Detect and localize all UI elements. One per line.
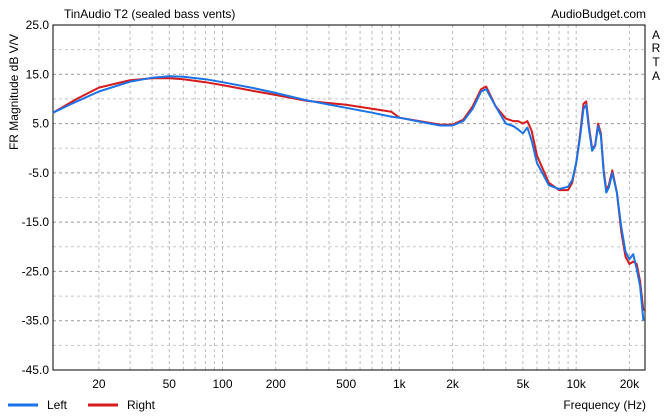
legend-left-label: Left (47, 398, 68, 412)
x-tick-label: 10k (567, 377, 587, 391)
y-tick-label: -45.0 (22, 363, 50, 377)
y-tick-label: 15.0 (26, 67, 50, 81)
x-tick-labels: 20 50 100 200 500 1k 2k 5k 10k 20k (92, 377, 640, 391)
x-tick-label: 50 (163, 377, 177, 391)
x-tick-label: 5k (517, 377, 531, 391)
x-tick-label: 2k (446, 377, 460, 391)
y-axis-label: FR Magnitude dB V/V (7, 34, 21, 150)
brand-label: AudioBudget.com (551, 7, 646, 21)
y-tick-label: -35.0 (22, 314, 50, 328)
y-tick-label: -15.0 (22, 215, 50, 229)
plot-border (52, 24, 646, 371)
series-line-left (52, 75, 645, 321)
side-text-3: T (652, 55, 660, 69)
y-tick-label: 5.0 (32, 117, 49, 131)
side-text-1: A (652, 28, 660, 42)
chart-title: TinAudio T2 (sealed bass vents) (64, 7, 235, 21)
y-tick-label: 25.0 (26, 18, 50, 32)
y-tick-label: -25.0 (22, 264, 50, 278)
side-text-4: A (652, 69, 660, 83)
y-tick-label: -5.0 (28, 166, 49, 180)
x-tick-label: 100 (212, 377, 232, 391)
x-tick-label: 200 (266, 377, 286, 391)
plot-frame (52, 24, 646, 371)
legend-right-label: Right (127, 398, 156, 412)
x-tick-label: 20k (620, 377, 640, 391)
x-tick-label: 20 (92, 377, 106, 391)
series-lines (52, 75, 645, 321)
x-tick-label: 500 (336, 377, 356, 391)
grid (53, 25, 645, 370)
y-tick-labels: 25.0 15.0 5.0 -5.0 -15.0 -25.0 -35.0 -45.0 (22, 18, 50, 377)
side-text-2: R (652, 41, 661, 55)
x-tick-label: 1k (393, 377, 407, 391)
x-axis-label: Frequency (Hz) (563, 398, 646, 412)
legend: Left Right (8, 398, 156, 412)
